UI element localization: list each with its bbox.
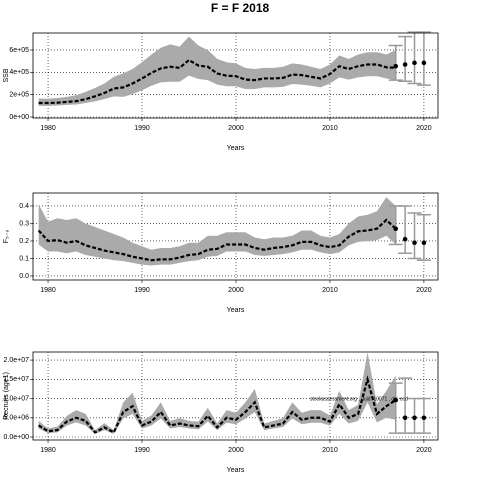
x-tick-label: 2020 [416,287,432,294]
x-tick-label: 1980 [40,287,56,294]
y-tick-label: 1.0e+07 [4,395,30,402]
confidence-band [38,36,396,106]
estimate-line [37,218,397,262]
confidence-band [38,197,396,266]
x-tick-label: 2010 [322,287,338,294]
plot-frame [32,32,439,119]
forecast-point [402,236,408,242]
forecast-point [412,60,417,66]
confidence-band [38,352,396,434]
x-tick-label: 2010 [322,125,338,132]
y-tick-label: 4e+05 [9,69,29,76]
x-axis-label: Years [227,145,245,152]
x-tick-label: 1990 [134,125,150,132]
x-tick-label: 1980 [40,125,56,132]
y-axis-label: F₅₋₉ [3,229,10,243]
y-tick-label: 0.4 [19,203,29,210]
y-tick-label: 2e+05 [9,91,29,98]
y-tick-label: 0.0 [19,273,29,280]
forecast-point [412,240,417,246]
estimate-line [38,375,397,434]
x-axis-label: Years [227,467,245,474]
plot-frame [32,351,439,441]
y-tick-label: 0.1 [19,255,29,262]
x-tick-label: 2000 [228,287,244,294]
x-axis-label: Years [227,307,245,314]
y-axis-label: SSB [3,68,10,82]
estimate-line [38,58,396,105]
y-tick-label: 0.0e+00 [4,434,30,441]
y-tick-label: 0.2 [19,238,29,245]
annotation: stockassessment.org , uuid: 10071 , gb: … [310,396,408,402]
x-tick-label: 2000 [228,125,244,132]
y-tick-label: 5.0e+06 [4,415,30,422]
y-tick-label: 0.3 [19,220,29,227]
forecast-point [421,240,427,246]
forecast-point [412,415,417,421]
forecast-point [421,60,427,66]
y-tick-label: 2.0e+07 [4,357,30,364]
forecast-point [393,226,399,232]
plot-frame [32,192,439,281]
x-tick-label: 1990 [134,447,150,454]
chart-title: F = F 2018 [211,1,270,15]
forecast-point [393,397,399,403]
y-axis-label: Recruits (age1) [3,372,10,420]
x-tick-label: 1990 [134,287,150,294]
y-tick-label: 6e+05 [9,47,29,54]
x-tick-label: 2000 [228,447,244,454]
x-tick-label: 1980 [40,447,56,454]
x-tick-label: 2020 [416,447,432,454]
forecast-point [393,63,399,69]
forecast-point [421,415,427,421]
forecast-point [402,62,408,67]
x-tick-label: 2010 [322,447,338,454]
y-tick-label: 1.5e+07 [4,376,30,383]
y-tick-label: 0e+00 [9,114,29,121]
forecast-point [402,415,408,421]
x-tick-label: 2020 [416,125,432,132]
